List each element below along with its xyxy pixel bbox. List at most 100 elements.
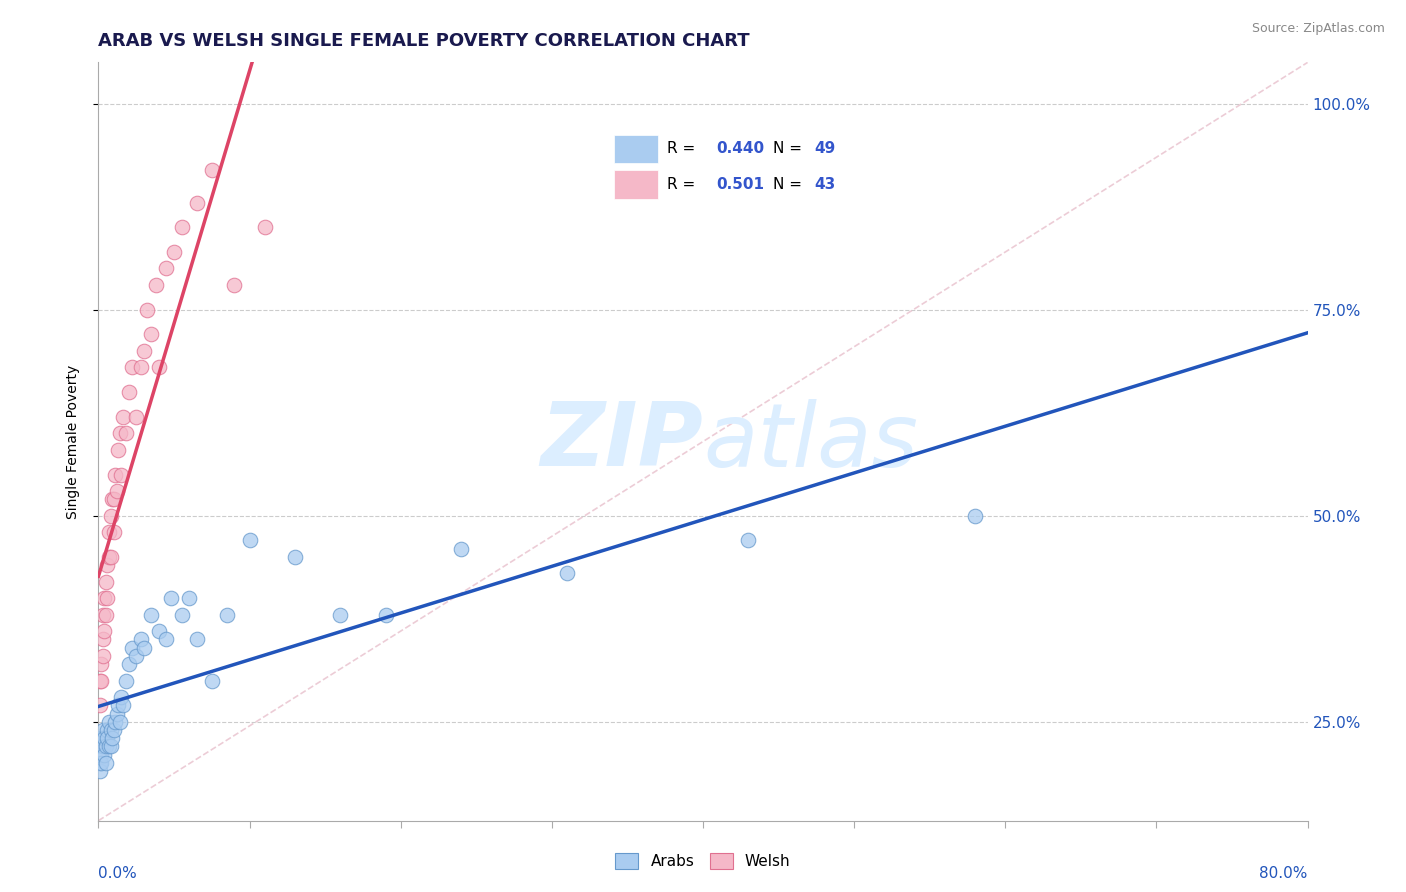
Point	[107, 442, 129, 457]
Point	[103, 723, 125, 737]
Point	[111, 698, 134, 713]
Point	[89, 698, 111, 713]
Point	[555, 566, 578, 581]
Point	[94, 756, 117, 770]
Point	[98, 739, 121, 754]
Point	[132, 343, 155, 358]
Point	[91, 723, 114, 737]
Point	[374, 607, 396, 622]
Point	[163, 244, 186, 259]
Point	[965, 508, 987, 523]
Point	[94, 607, 117, 622]
Text: N =: N =	[773, 142, 801, 156]
Point	[201, 162, 224, 177]
Point	[104, 467, 127, 482]
Point	[90, 731, 112, 746]
Point	[96, 723, 118, 737]
Point	[737, 533, 759, 548]
Point	[91, 607, 114, 622]
Point	[94, 574, 117, 589]
Point	[118, 385, 141, 400]
Text: ARAB VS WELSH SINGLE FEMALE POVERTY CORRELATION CHART: ARAB VS WELSH SINGLE FEMALE POVERTY CORR…	[98, 32, 749, 50]
Point	[329, 607, 352, 622]
Text: atlas: atlas	[703, 399, 918, 484]
Point	[93, 747, 115, 762]
Point	[107, 698, 129, 713]
Point	[100, 508, 122, 523]
Point	[103, 492, 125, 507]
Point	[121, 640, 143, 655]
Point	[90, 756, 112, 770]
Point	[135, 302, 157, 317]
Point	[125, 409, 148, 424]
Point	[111, 409, 134, 424]
Point	[121, 360, 143, 375]
Point	[98, 525, 121, 540]
Point	[239, 533, 262, 548]
Point	[186, 195, 208, 210]
Text: 43: 43	[814, 177, 835, 192]
Point	[100, 549, 122, 564]
Point	[155, 632, 177, 647]
Point	[215, 607, 238, 622]
Point	[90, 657, 112, 671]
Point	[160, 591, 183, 606]
Point	[110, 467, 132, 482]
Point	[93, 624, 115, 639]
Point	[114, 673, 136, 688]
Point	[201, 673, 224, 688]
Text: R =: R =	[668, 142, 696, 156]
Text: ZIP: ZIP	[540, 398, 703, 485]
Text: Source: ZipAtlas.com: Source: ZipAtlas.com	[1251, 22, 1385, 36]
Point	[108, 714, 131, 729]
Point	[129, 632, 152, 647]
Legend: Arabs, Welsh: Arabs, Welsh	[609, 847, 797, 875]
Point	[101, 492, 124, 507]
Point	[186, 632, 208, 647]
Point	[148, 360, 170, 375]
Point	[89, 739, 111, 754]
Point	[155, 261, 177, 276]
Point	[141, 327, 163, 342]
Point	[125, 648, 148, 663]
Point	[114, 426, 136, 441]
Point	[96, 558, 118, 573]
Point	[105, 706, 128, 721]
Point	[170, 607, 193, 622]
Point	[96, 591, 118, 606]
Point	[284, 549, 307, 564]
Text: R =: R =	[668, 177, 696, 192]
Point	[253, 220, 276, 235]
Point	[98, 714, 121, 729]
Point	[170, 220, 193, 235]
Point	[141, 607, 163, 622]
Point	[105, 483, 128, 498]
Point	[108, 426, 131, 441]
Point	[96, 731, 118, 746]
Point	[103, 525, 125, 540]
Point	[100, 723, 122, 737]
Point	[450, 541, 472, 556]
Point	[100, 739, 122, 754]
Point	[224, 277, 246, 292]
Point	[91, 739, 114, 754]
Point	[118, 657, 141, 671]
Point	[110, 690, 132, 704]
Point	[89, 673, 111, 688]
Text: 80.0%: 80.0%	[1260, 866, 1308, 881]
Point	[91, 648, 114, 663]
Point	[179, 591, 201, 606]
Point	[145, 277, 167, 292]
Point	[89, 764, 111, 779]
Text: 0.440: 0.440	[717, 142, 765, 156]
Text: 49: 49	[814, 142, 835, 156]
Bar	[613, 135, 658, 163]
Point	[93, 591, 115, 606]
Bar	[613, 170, 658, 199]
Y-axis label: Single Female Poverty: Single Female Poverty	[66, 365, 80, 518]
Point	[90, 673, 112, 688]
Point	[98, 549, 121, 564]
Point	[94, 739, 117, 754]
Point	[90, 747, 112, 762]
Text: N =: N =	[773, 177, 801, 192]
